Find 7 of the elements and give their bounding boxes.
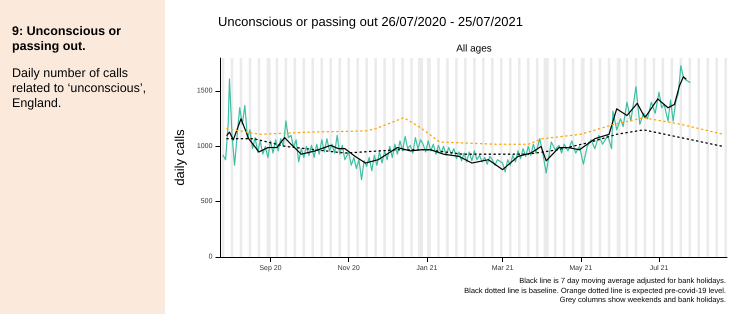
y-axis-title: daily calls [172,128,187,186]
chart-title: Unconscious or passing out 26/07/2020 - 25/07/2021 [218,14,523,29]
line-series [222,65,690,180]
line-series [226,117,724,145]
text: 9: Unconscious or passing out. [12,24,122,53]
text: Daily number of calls related to ‘unconscious’, England. [12,66,148,111]
chart-subtitle: All ages [456,44,492,54]
